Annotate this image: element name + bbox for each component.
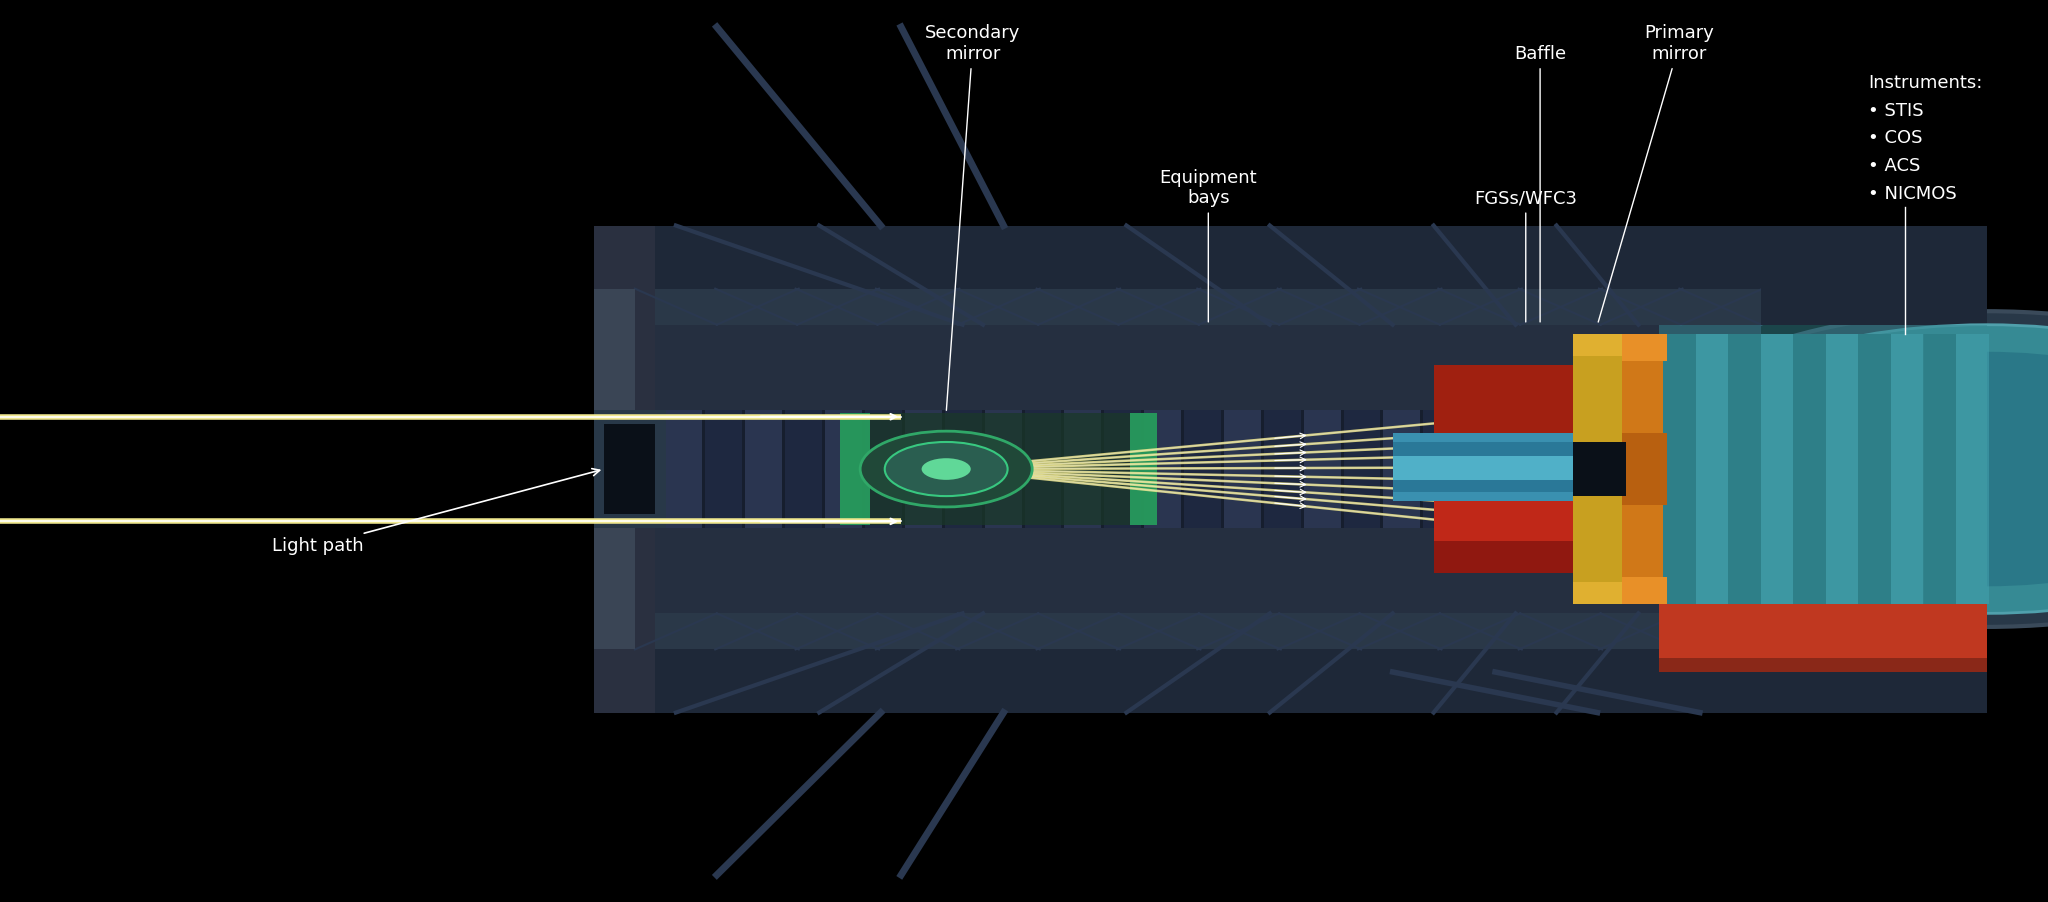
Polygon shape bbox=[825, 410, 862, 528]
Polygon shape bbox=[1573, 334, 1626, 356]
Polygon shape bbox=[1622, 433, 1667, 505]
Text: Instruments:
• STIS
• COS
• ACS
• NICMOS: Instruments: • STIS • COS • ACS • NICMOS bbox=[1868, 74, 1982, 203]
Polygon shape bbox=[1434, 365, 1587, 573]
Polygon shape bbox=[1858, 334, 1890, 604]
Text: Primary
mirror: Primary mirror bbox=[1597, 24, 1714, 322]
Polygon shape bbox=[1024, 410, 1061, 528]
Polygon shape bbox=[594, 410, 666, 528]
Polygon shape bbox=[985, 410, 1022, 528]
Polygon shape bbox=[594, 613, 1761, 713]
Polygon shape bbox=[1184, 410, 1221, 528]
Polygon shape bbox=[1794, 334, 1827, 604]
Circle shape bbox=[1659, 325, 2048, 613]
Polygon shape bbox=[784, 410, 821, 528]
Text: FGSs/WFC3: FGSs/WFC3 bbox=[1475, 189, 1577, 322]
Circle shape bbox=[1628, 311, 2048, 627]
Polygon shape bbox=[1573, 582, 1626, 604]
Polygon shape bbox=[1393, 433, 1577, 501]
Polygon shape bbox=[594, 289, 635, 649]
Polygon shape bbox=[1761, 613, 1987, 713]
Polygon shape bbox=[1434, 365, 1587, 451]
Polygon shape bbox=[1659, 604, 1987, 672]
Polygon shape bbox=[1573, 442, 1626, 496]
Polygon shape bbox=[705, 410, 741, 528]
Polygon shape bbox=[1825, 334, 1858, 604]
Polygon shape bbox=[1343, 410, 1380, 528]
Text: Light path: Light path bbox=[272, 469, 600, 555]
Polygon shape bbox=[594, 226, 1761, 325]
Polygon shape bbox=[1305, 410, 1341, 528]
Polygon shape bbox=[1505, 392, 1520, 546]
Polygon shape bbox=[1729, 334, 1761, 604]
Polygon shape bbox=[1659, 604, 1987, 658]
Polygon shape bbox=[1065, 410, 1102, 528]
Polygon shape bbox=[594, 613, 1761, 649]
Polygon shape bbox=[604, 424, 655, 514]
Text: Secondary
mirror: Secondary mirror bbox=[926, 24, 1020, 410]
Polygon shape bbox=[1622, 334, 1663, 604]
Polygon shape bbox=[594, 325, 1761, 613]
Polygon shape bbox=[745, 410, 782, 528]
Polygon shape bbox=[1622, 334, 1667, 361]
Polygon shape bbox=[1225, 410, 1262, 528]
Polygon shape bbox=[840, 413, 1157, 525]
Polygon shape bbox=[1923, 334, 1956, 604]
Polygon shape bbox=[1622, 577, 1667, 604]
Polygon shape bbox=[1423, 410, 1460, 528]
Polygon shape bbox=[1563, 392, 1577, 546]
Polygon shape bbox=[905, 410, 942, 528]
Polygon shape bbox=[1659, 325, 1987, 613]
Polygon shape bbox=[1573, 334, 1622, 604]
Polygon shape bbox=[1659, 334, 1987, 604]
Polygon shape bbox=[1145, 410, 1182, 528]
Polygon shape bbox=[1434, 541, 1587, 573]
Polygon shape bbox=[1130, 413, 1157, 525]
Polygon shape bbox=[1696, 334, 1729, 604]
Polygon shape bbox=[1393, 456, 1577, 480]
Polygon shape bbox=[594, 226, 655, 713]
Polygon shape bbox=[1956, 334, 1989, 604]
Polygon shape bbox=[864, 410, 901, 528]
Text: Baffle: Baffle bbox=[1513, 45, 1567, 322]
Polygon shape bbox=[666, 410, 702, 528]
Polygon shape bbox=[655, 410, 1475, 528]
Polygon shape bbox=[1104, 410, 1141, 528]
Polygon shape bbox=[1663, 334, 1696, 604]
Circle shape bbox=[885, 442, 1008, 496]
Polygon shape bbox=[1393, 442, 1577, 492]
Polygon shape bbox=[1761, 226, 1987, 325]
Circle shape bbox=[922, 458, 971, 480]
Polygon shape bbox=[1890, 334, 1923, 604]
Circle shape bbox=[1720, 352, 2048, 586]
Polygon shape bbox=[1264, 410, 1300, 528]
Polygon shape bbox=[1761, 334, 1794, 604]
Polygon shape bbox=[594, 289, 1761, 325]
Circle shape bbox=[860, 431, 1032, 507]
Polygon shape bbox=[944, 410, 981, 528]
Polygon shape bbox=[1384, 410, 1421, 528]
Polygon shape bbox=[1505, 392, 1577, 546]
Text: Equipment
bays: Equipment bays bbox=[1159, 169, 1257, 322]
Polygon shape bbox=[840, 413, 870, 525]
